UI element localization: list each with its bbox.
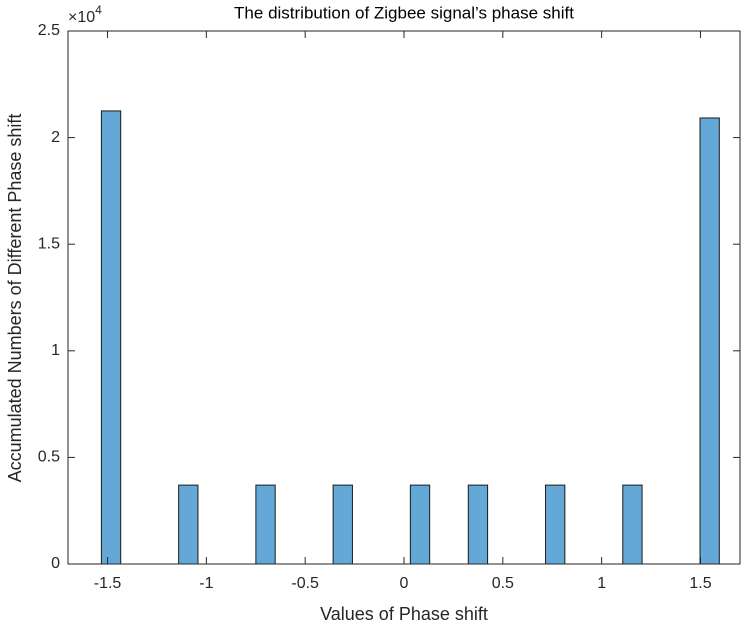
bar (255, 484, 276, 565)
x-tick-label: 1 (597, 575, 606, 592)
y-multiplier-base: ×10 (68, 9, 95, 26)
bar (409, 484, 431, 565)
y-tick-label: 1 (51, 342, 60, 359)
y-tick-label: 0 (51, 555, 60, 572)
y-multiplier: ×104 (68, 3, 102, 26)
x-tick-label: 0.5 (492, 575, 514, 592)
y-tick-label: 0.5 (38, 449, 60, 466)
chart-title: The distribution of Zigbee signal’s phas… (234, 3, 574, 22)
x-tick-label: 1.5 (689, 575, 711, 592)
y-axis-label: Accumulated Numbers of Different Phase s… (5, 114, 25, 483)
y-tick-label: 2.5 (38, 22, 60, 39)
bar (332, 484, 353, 565)
bar (100, 110, 122, 565)
x-tick-label: -1 (199, 575, 213, 592)
x-axis-label: Values of Phase shift (320, 604, 488, 624)
x-tick-label: -0.5 (291, 575, 319, 592)
y-tick-label: 1.5 (38, 235, 60, 252)
x-tick-label: -1.5 (94, 575, 122, 592)
bar (622, 484, 643, 565)
bar (699, 117, 720, 565)
bar (467, 484, 489, 565)
x-tick-label: 0 (400, 575, 409, 592)
y-tick-label: 2 (51, 129, 60, 146)
y-multiplier-exponent: 4 (95, 3, 102, 17)
bar (545, 484, 566, 565)
bar (178, 484, 199, 565)
